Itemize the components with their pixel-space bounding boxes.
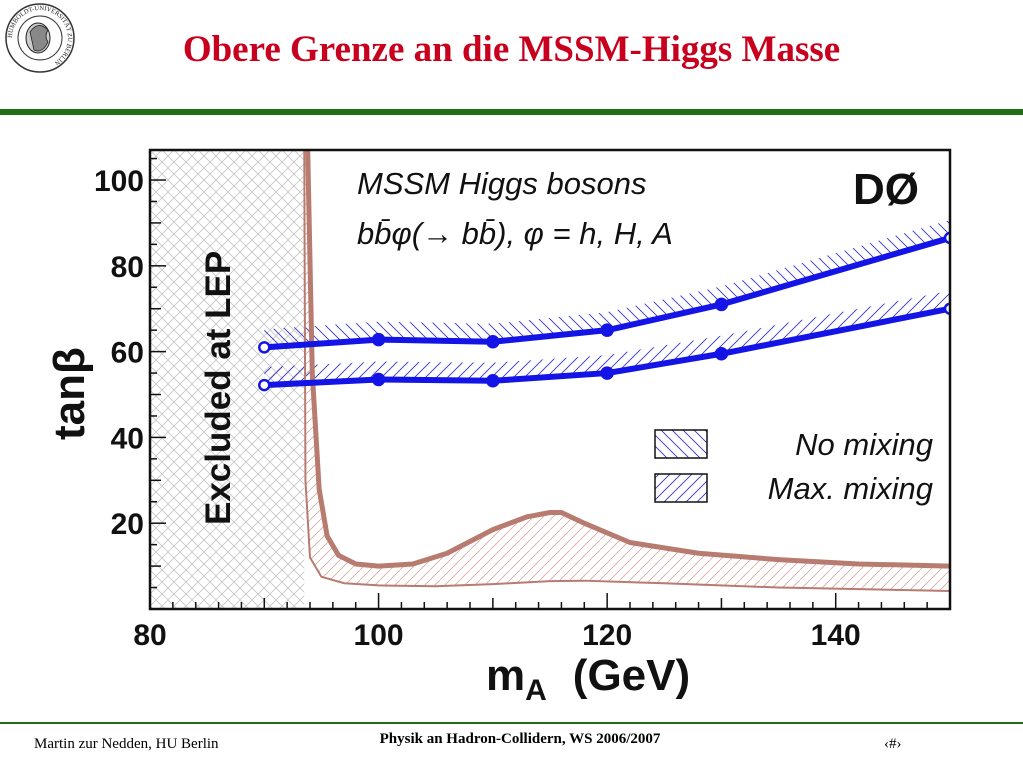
experiment-label: DØ [853,165,919,214]
y-tick-label: 20 [111,508,144,541]
university-seal: HUMBOLDT-UNIVERSITÄT ZU BERLIN [5,3,75,73]
data-point-max-mixing-1 [371,372,386,387]
y-tick-label: 60 [111,337,144,370]
slide-title: Obere Grenze an die MSSM-Higgs Masse [182,29,841,70]
chart-title-line1: MSSM Higgs bosons [357,166,646,201]
footer-course: Physik an Hadron-Collidern, WS 2006/2007 [379,731,661,747]
x-tick-label: 100 [354,619,404,652]
data-point-no-mixing-1 [371,332,386,347]
y-axis-title-text: tanβ [45,347,94,440]
data-point-max-mixing-3 [600,366,614,380]
footer-author: Martin zur Nedden, HU Berlin [34,736,219,752]
excluded-region-label: Excluded at LEP [199,251,238,525]
data-point-no-mixing-4 [714,297,729,312]
x-axis-title-main: m [486,651,525,700]
data-point-max-mixing-4 [714,347,729,361]
series-line-no-mixing [261,234,950,351]
legend-label-no-mixing: No mixing [795,427,933,462]
top-divider [0,109,1023,115]
plot-frame [148,148,952,611]
x-axis-title-unit: (GeV) [573,651,690,700]
y-tick-label: 80 [111,251,144,284]
data-point-no-mixing-3 [600,323,614,337]
legend-swatch-max-mixing [654,473,708,503]
y-tick-label: 40 [111,422,144,455]
legend-label-max-mixing: Max. mixing [768,471,933,506]
legend-swatch-no-mixing [654,429,708,459]
x-tick-label: 140 [811,619,861,652]
x-tick-label: 80 [133,619,166,652]
chart: 80 100 120 140 20 40 60 80 100 MSSM Higgs bosons… [45,148,952,707]
y-axis-title: tanβ [45,347,94,440]
lower-theory-bound [303,150,950,592]
footer-page-number: ‹#› [884,736,902,752]
y-tick-label: 100 [94,165,144,198]
chart-title-line2: bb̄φ(→ bb̄), φ = h, H, A [357,216,673,251]
data-point-no-mixing-0 [258,341,271,354]
x-axis-title: mA (GeV) [486,651,690,707]
x-tick-label: 120 [582,619,632,652]
exclusion-band-max-mixing [264,290,950,388]
data-point-no-mixing-2 [486,335,500,349]
data-point-max-mixing-2 [486,374,500,388]
series-line-max-mixing [261,305,950,389]
bottom-divider [0,722,1023,724]
upper-theory-bound [305,150,950,569]
x-axis-title-sub: A [525,674,547,707]
data-point-max-mixing-0 [258,378,271,392]
